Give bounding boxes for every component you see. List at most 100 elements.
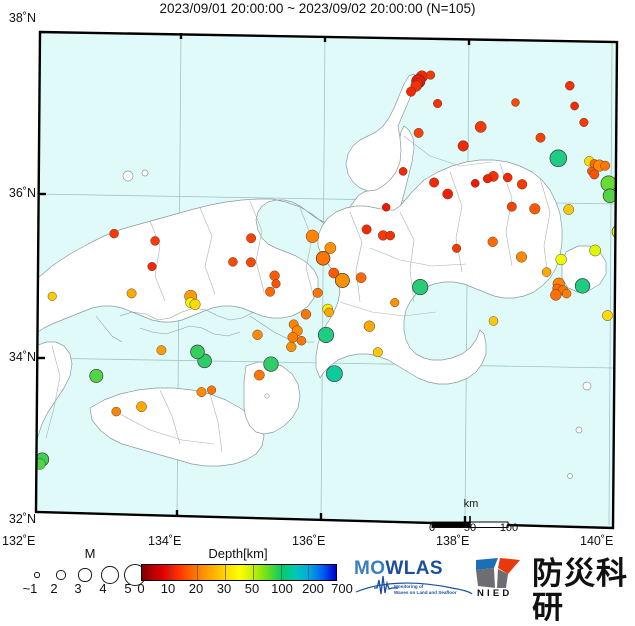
earthquake-marker[interactable]: [252, 329, 263, 340]
earthquake-marker[interactable]: [515, 251, 528, 263]
earthquake-marker[interactable]: [506, 201, 517, 212]
earthquake-marker[interactable]: [385, 230, 396, 241]
earthquake-marker[interactable]: [245, 257, 256, 268]
earthquake-marker[interactable]: [502, 172, 513, 183]
mowlas-wordmark: MOWLAS: [354, 558, 443, 579]
earthquake-marker[interactable]: [334, 273, 350, 288]
izu-island-a: [582, 381, 592, 391]
earthquake-marker[interactable]: [488, 316, 499, 326]
earthquake-marker[interactable]: [228, 257, 238, 267]
earthquake-marker[interactable]: [482, 174, 493, 184]
earthquake-marker[interactable]: [429, 177, 440, 188]
earthquake-marker[interactable]: [300, 309, 312, 320]
earthquake-marker[interactable]: [611, 224, 626, 239]
earthquake-marker[interactable]: [355, 272, 367, 284]
earthquake-marker[interactable]: [589, 169, 600, 180]
earthquake-marker[interactable]: [579, 117, 589, 127]
earthquake-marker[interactable]: [89, 368, 104, 383]
earthquake-marker[interactable]: [296, 335, 307, 346]
depth-label-10: 10: [160, 581, 176, 596]
earthquake-marker[interactable]: [511, 98, 520, 107]
earthquake-marker[interactable]: [535, 132, 546, 143]
earthquake-marker[interactable]: [326, 365, 343, 383]
earthquake-marker[interactable]: [361, 224, 372, 235]
earthquake-marker[interactable]: [190, 344, 205, 360]
earthquake-marker[interactable]: [390, 298, 400, 308]
nied-acronym: NIED: [477, 588, 513, 599]
nied-japanese-name: 防災科研: [532, 556, 628, 626]
earthquake-marker[interactable]: [615, 179, 627, 193]
earthquake-marker[interactable]: [156, 345, 167, 356]
earthquake-marker[interactable]: [426, 70, 436, 80]
mowlas-tagline-line1: Monitoring of: [394, 584, 424, 589]
earthquake-marker[interactable]: [189, 298, 201, 310]
earthquake-marker[interactable]: [487, 236, 498, 247]
earthquake-marker[interactable]: [207, 385, 217, 395]
earthquake-marker[interactable]: [317, 326, 335, 343]
earthquake-marker[interactable]: [263, 356, 279, 372]
earthquake-marker[interactable]: [550, 289, 562, 301]
earthquake-marker[interactable]: [398, 167, 408, 176]
earthquake-marker[interactable]: [600, 160, 611, 171]
earthquake-marker[interactable]: [541, 267, 552, 277]
earthquake-marker[interactable]: [589, 244, 601, 257]
earthquake-marker[interactable]: [363, 320, 376, 332]
earthquake-marker[interactable]: [474, 121, 487, 133]
earthquake-marker[interactable]: [269, 270, 280, 281]
earthquake-marker[interactable]: [433, 98, 443, 109]
earthquake-marker[interactable]: [315, 251, 331, 266]
earthquake-marker[interactable]: [549, 149, 568, 168]
earthquake-marker[interactable]: [305, 229, 320, 243]
earthquake-marker[interactable]: [324, 242, 337, 254]
depth-label-20: 20: [188, 581, 204, 596]
earthquake-marker[interactable]: [286, 341, 297, 353]
depth-colorbar[interactable]: [141, 564, 337, 581]
earthquake-marker[interactable]: [324, 307, 334, 318]
earthquake-marker[interactable]: [246, 233, 257, 244]
earthquake-marker[interactable]: [565, 80, 575, 91]
earthquake-marker[interactable]: [574, 278, 591, 294]
mowlas-logo[interactable]: MOWLAS Monitoring of Waves on Land and S…: [354, 558, 474, 604]
earthquake-marker[interactable]: [529, 203, 541, 215]
nied-logo[interactable]: NIED 防災科研: [474, 556, 632, 625]
earthquake-marker[interactable]: [136, 401, 147, 413]
earthquake-marker[interactable]: [602, 310, 613, 321]
earthquake-marker[interactable]: [413, 127, 424, 138]
earthquake-marker[interactable]: [624, 209, 634, 219]
prefecture-boundaries: [45, 135, 551, 453]
earthquake-marker[interactable]: [47, 291, 57, 301]
earthquake-marker[interactable]: [287, 331, 299, 343]
earthquake-marker[interactable]: [561, 288, 572, 299]
magnitude-labels: ~1 2 3 4 5: [18, 581, 143, 599]
earthquake-marker[interactable]: [126, 288, 137, 299]
frame-ticks: [37, 33, 471, 522]
earthquake-marker[interactable]: [452, 243, 462, 253]
earthquake-marker[interactable]: [412, 279, 429, 296]
earthquake-marker[interactable]: [470, 178, 480, 188]
earthquake-marker[interactable]: [406, 86, 416, 97]
earthquake-marker[interactable]: [570, 101, 579, 111]
earthquake-marker[interactable]: [442, 188, 454, 200]
earthquake-marker[interactable]: [271, 279, 281, 289]
earthquake-marker[interactable]: [563, 204, 575, 215]
map-canvas[interactable]: [0, 16, 635, 530]
earthquake-marker[interactable]: [253, 369, 265, 381]
earthquake-marker[interactable]: [372, 347, 383, 358]
earthquake-marker[interactable]: [381, 203, 391, 212]
earthquake-marker[interactable]: [147, 261, 157, 272]
legend-panel: M ~1 2 3 4 5 Depth[km] 0 10 20 30 50 100…: [0, 546, 635, 606]
earthquake-markers[interactable]: [35, 70, 634, 470]
earthquake-marker[interactable]: [109, 228, 119, 239]
earthquake-marker[interactable]: [328, 267, 340, 279]
earthquake-marker[interactable]: [111, 406, 121, 417]
earthquake-marker[interactable]: [150, 236, 160, 246]
earthquake-marker[interactable]: [516, 179, 528, 190]
earthquake-marker[interactable]: [555, 253, 567, 266]
earthquake-marker[interactable]: [615, 198, 629, 213]
inland-sea-detail: [95, 307, 314, 343]
earthquake-marker[interactable]: [457, 140, 469, 152]
lon-tick-134e: 134˚E: [148, 534, 182, 548]
earthquake-marker[interactable]: [265, 286, 276, 297]
earthquake-marker[interactable]: [196, 387, 207, 398]
earthquake-marker[interactable]: [312, 287, 323, 298]
